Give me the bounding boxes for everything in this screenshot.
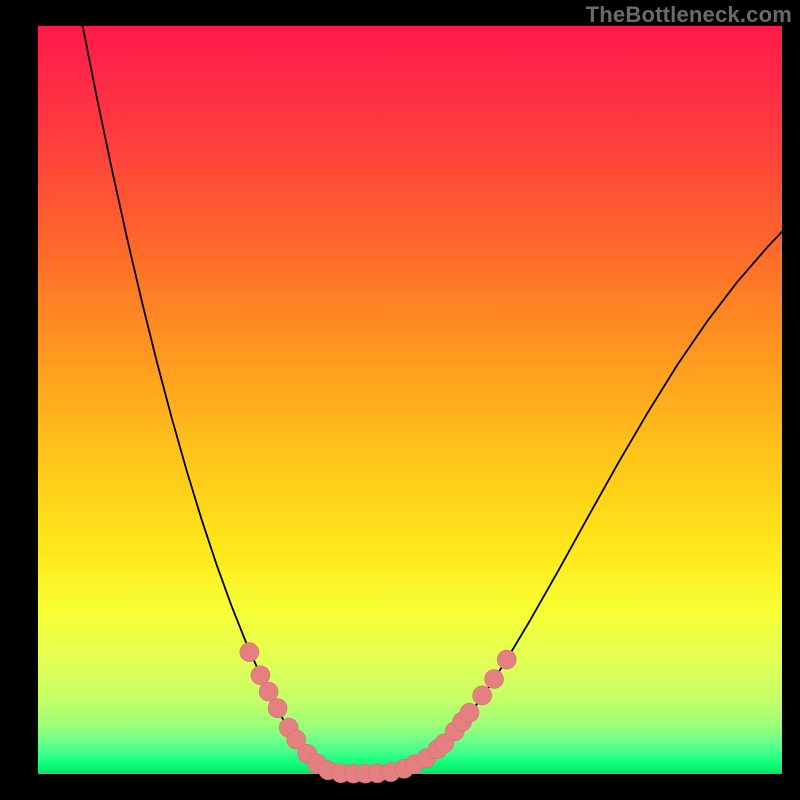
- data-dot: [473, 686, 492, 705]
- data-dot: [259, 682, 278, 701]
- chart-stage: TheBottleneck.com: [0, 0, 800, 800]
- data-dot: [497, 650, 516, 669]
- bottleneck-chart-svg: [0, 0, 800, 800]
- data-dot: [485, 670, 504, 689]
- data-dot: [268, 699, 287, 718]
- data-dot: [251, 666, 270, 685]
- plot-area: [38, 26, 782, 774]
- data-dot: [240, 643, 259, 662]
- data-dot: [460, 703, 479, 722]
- watermark-text: TheBottleneck.com: [586, 2, 792, 28]
